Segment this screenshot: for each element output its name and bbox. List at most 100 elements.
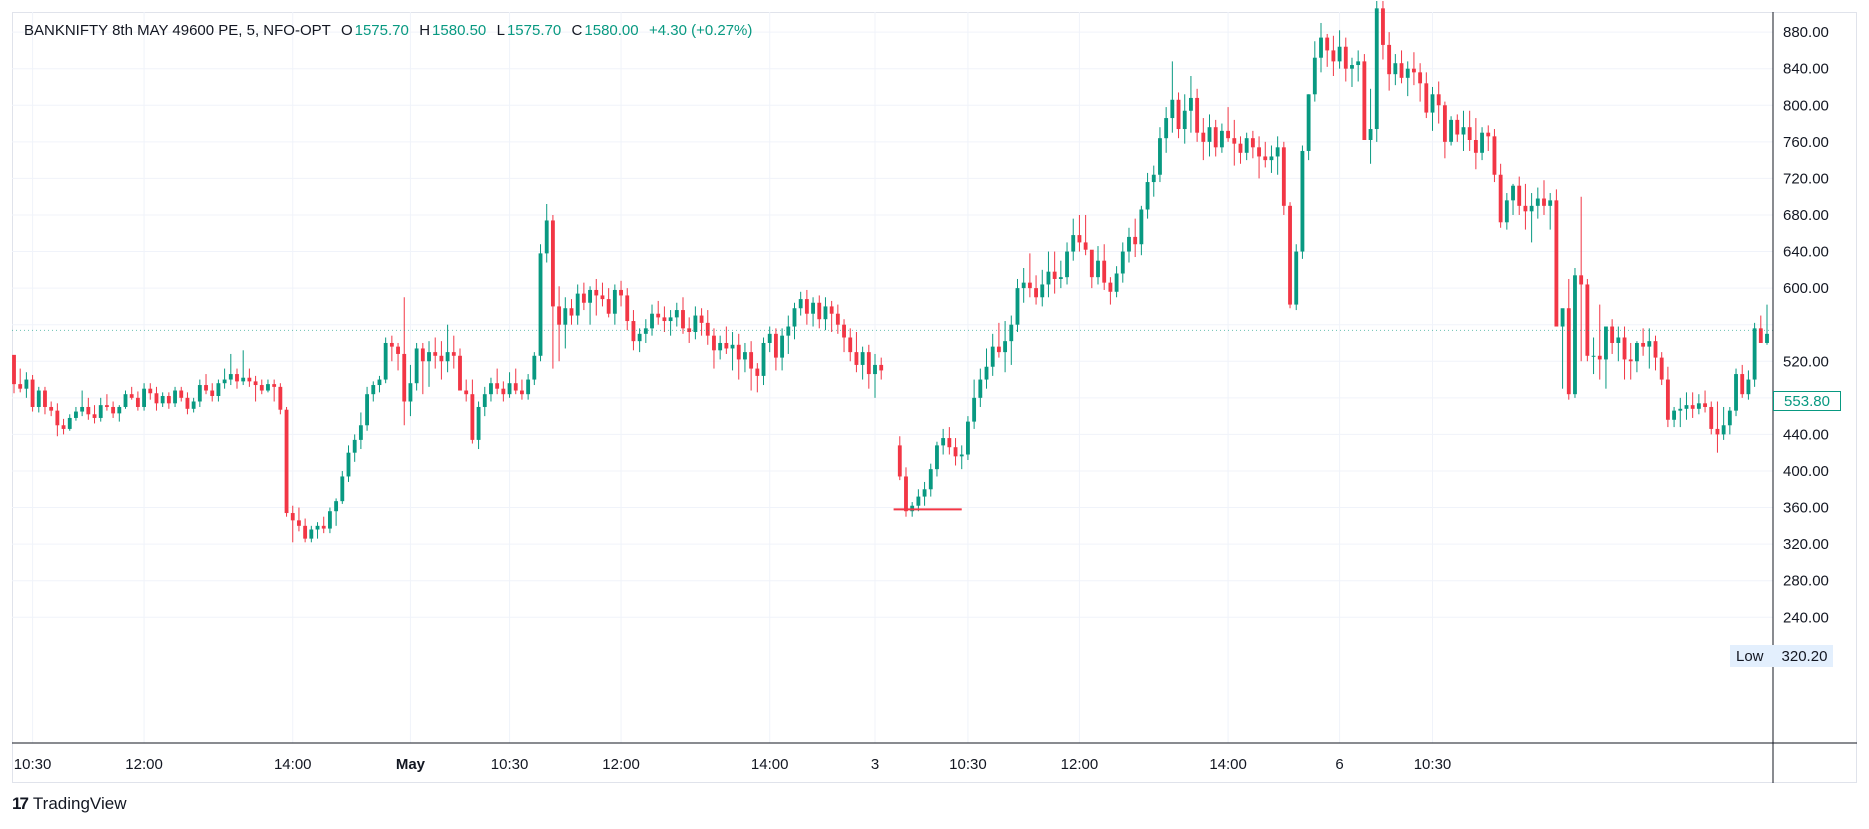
candle [996,322,1001,358]
candle [606,288,611,318]
candle-body [1591,355,1596,357]
candle [259,379,264,395]
candle [160,392,165,407]
candle-body [1504,200,1509,223]
candle [67,414,72,431]
candle-body [792,308,797,327]
candle-body [1164,118,1169,139]
candle-body [1393,63,1398,75]
candle-body [235,374,239,382]
candle-body [160,396,165,404]
candle [1604,326,1608,389]
candle [49,401,54,417]
candle [216,379,221,402]
candle-body [284,409,289,514]
candle [123,390,128,409]
candle-body [129,394,134,398]
candle [829,300,834,333]
candle-body [767,333,772,343]
candle [1387,32,1392,91]
candle-body [191,401,196,409]
candle-body [817,302,822,320]
candle-body [1300,150,1305,252]
candle-body [1604,326,1608,360]
candle-body [643,328,648,334]
candle-body [681,310,685,329]
candle [1201,118,1206,161]
candle [811,297,815,327]
candle [780,328,785,371]
candle [1523,183,1528,230]
candle-body [1238,143,1243,153]
candle-body [1325,37,1330,51]
candle [1362,54,1367,141]
symbol-name[interactable]: BANKNIFTY 8th MAY 49600 PE, 5, NFO-OPT [24,22,331,39]
candle [1071,218,1076,261]
candle [767,326,772,353]
candle-body [1752,328,1757,380]
candle-body [1548,200,1553,206]
candle-body [842,324,846,338]
candle-body [581,293,586,303]
candle-body [43,390,47,407]
candle [1189,76,1193,133]
candle [228,353,233,386]
candle [1511,183,1515,215]
tradingview-branding[interactable]: 17 TradingView [12,794,126,814]
candle [1114,266,1119,298]
tradingview-logo-icon: 17 [12,794,29,813]
candle-body [990,346,995,367]
y-tick-label: 680.00 [1783,207,1829,224]
candle-body [1696,403,1701,409]
candle-body [1102,260,1107,283]
candle-body [780,335,785,358]
candle-body [98,405,103,418]
candle [1356,50,1361,82]
candle-body [458,355,462,391]
x-tick-label: 10:30 [949,756,987,773]
candle-body [327,511,332,529]
candle [1734,368,1738,417]
candle-body [1201,132,1206,142]
candle [284,406,289,517]
candle [1542,180,1546,215]
candle [253,375,258,402]
candle-body [526,379,531,395]
candle [1288,202,1292,309]
candle-body [445,352,450,362]
candle-body [1628,359,1633,362]
candle-body [1015,288,1020,325]
candle [798,291,803,316]
candle-body [420,348,425,362]
candle [879,357,884,380]
candle [1269,145,1274,173]
candle-body [433,352,438,356]
candle-body [1226,130,1231,139]
candle-body [755,368,760,376]
candle [501,381,506,402]
candle-body [600,295,605,300]
x-tick-label: 3 [871,756,879,773]
candle [1108,277,1113,305]
candle-body [1560,308,1565,327]
candle [396,342,400,371]
candle [1634,341,1639,373]
candle [1151,165,1156,197]
close-value: 1580.00 [584,22,639,39]
candle-body [860,352,865,365]
candle-body [1108,282,1113,292]
candle-body [1690,405,1695,409]
candle-body [532,355,537,380]
candle [358,412,363,450]
candle [1597,304,1602,380]
candle [1294,244,1299,311]
candle [1381,1,1385,60]
candle [1727,406,1732,435]
candle [1182,94,1187,144]
candle [1566,278,1571,400]
candle-body [1374,8,1379,130]
candle [1077,214,1082,252]
candle-body [935,445,939,470]
candle-body [1684,405,1689,409]
